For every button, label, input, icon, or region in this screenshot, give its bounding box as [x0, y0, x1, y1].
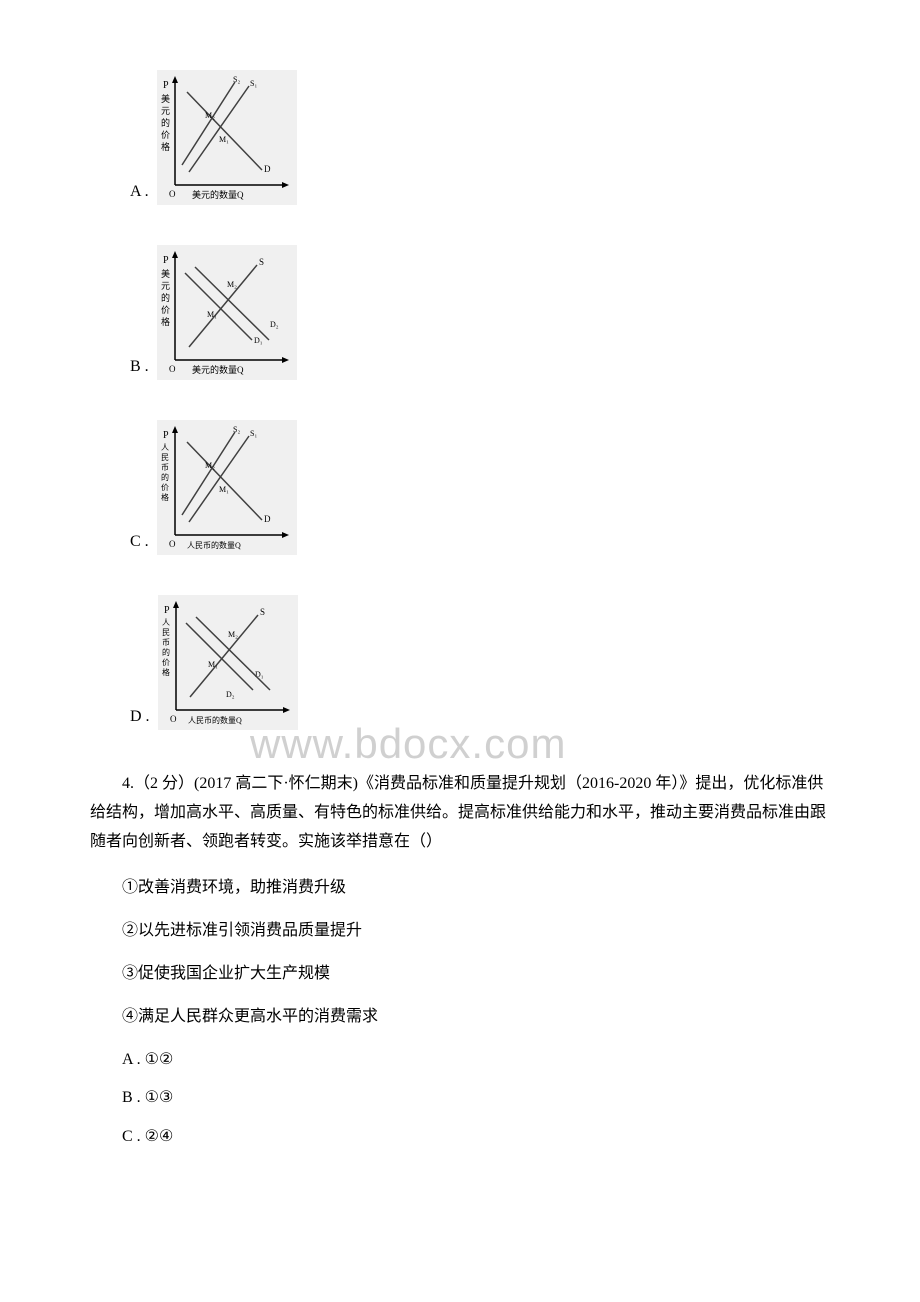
svg-text:S: S	[260, 607, 265, 617]
svg-text:O: O	[169, 364, 176, 374]
svg-text:P: P	[163, 430, 169, 441]
svg-text:美元的数量Q: 美元的数量Q	[192, 364, 244, 375]
svg-text:S₂: S₂	[233, 75, 240, 84]
choice-1: ①改善消费环境，助推消费升级	[90, 874, 830, 903]
svg-text:格: 格	[161, 141, 170, 152]
svg-text:P: P	[163, 255, 169, 266]
option-b-label: B .	[130, 358, 149, 380]
svg-text:格: 格	[161, 316, 170, 327]
option-a-label: A .	[130, 183, 149, 205]
svg-text:D₂: D₂	[226, 690, 235, 699]
svg-text:元: 元	[161, 281, 170, 291]
svg-text:M₁: M₁	[208, 660, 218, 669]
svg-text:的: 的	[161, 292, 170, 303]
svg-text:价: 价	[161, 305, 170, 315]
svg-text:M₁: M₁	[207, 310, 217, 319]
chart-options-container: A . P 美 元 的 价 格 O 美元的数量Q D S₁	[90, 70, 830, 730]
svg-text:S₂: S₂	[233, 425, 240, 434]
option-c-chart: P 人 民 币 的 价 格 O 人民币的数量Q D S₁ S₂ M₂	[157, 420, 297, 555]
option-a-row: A . P 美 元 的 价 格 O 美元的数量Q D S₁	[130, 70, 830, 205]
answer-b: B . ①③	[90, 1084, 830, 1113]
svg-text:M₂: M₂	[228, 630, 238, 639]
svg-text:的: 的	[162, 647, 170, 657]
svg-text:美: 美	[161, 93, 170, 104]
svg-text:D₁: D₁	[254, 336, 263, 345]
svg-text:O: O	[169, 189, 176, 199]
svg-text:O: O	[170, 714, 177, 724]
svg-text:M₂: M₂	[205, 461, 215, 470]
svg-text:的: 的	[161, 472, 169, 482]
svg-text:价: 价	[161, 130, 170, 140]
svg-text:人: 人	[161, 443, 169, 452]
watermark-text: www.bdocx.com	[250, 720, 566, 768]
svg-text:M₁: M₁	[219, 485, 229, 494]
svg-text:价: 价	[162, 658, 170, 667]
svg-text:M₁: M₁	[219, 135, 229, 144]
svg-text:M₂: M₂	[205, 111, 215, 120]
svg-text:M₂: M₂	[227, 280, 237, 289]
svg-text:D₁: D₁	[255, 670, 264, 679]
svg-text:民: 民	[162, 628, 170, 637]
answer-c: C . ②④	[90, 1123, 830, 1152]
svg-text:币: 币	[162, 638, 170, 647]
svg-text:格: 格	[162, 667, 170, 677]
choice-4: ④满足人民群众更高水平的消费需求	[90, 1003, 830, 1032]
svg-text:价: 价	[161, 483, 169, 492]
svg-text:S₁: S₁	[250, 429, 257, 438]
question-4-text: 4.（2 分）(2017 高二下·怀仁期末)《消费品标准和质量提升规划（2016…	[90, 770, 830, 856]
answer-a: A . ①②	[90, 1046, 830, 1075]
svg-text:P: P	[163, 80, 169, 91]
svg-text:P: P	[164, 605, 170, 616]
svg-text:的: 的	[161, 117, 170, 128]
option-b-row: B . P 美 元 的 价 格 O 美元的数量Q S D₁	[130, 245, 830, 380]
svg-text:币: 币	[161, 463, 169, 472]
svg-text:美: 美	[161, 268, 170, 279]
option-c-row: C . P 人 民 币 的 价 格 O 人民币的数量Q D	[130, 420, 830, 555]
option-d-chart: P 人 民 币 的 价 格 O 人民币的数量Q S D₁ D₂ M₂	[158, 595, 298, 730]
svg-text:人民币的数量Q: 人民币的数量Q	[187, 540, 241, 550]
svg-text:人: 人	[162, 618, 170, 627]
option-d-row: D . P 人 民 币 的 价 格 O 人民币的数量Q S	[130, 595, 830, 730]
svg-text:D: D	[264, 514, 271, 524]
svg-text:元: 元	[161, 106, 170, 116]
svg-text:S: S	[259, 257, 264, 267]
svg-text:O: O	[169, 539, 176, 549]
choice-3: ③促使我国企业扩大生产规模	[90, 960, 830, 989]
option-b-chart: P 美 元 的 价 格 O 美元的数量Q S D₁ D₂ M₂ M₁	[157, 245, 297, 380]
option-c-label: C .	[130, 533, 149, 555]
svg-text:D₂: D₂	[270, 320, 279, 329]
option-d-label: D .	[130, 708, 150, 730]
choice-2: ②以先进标准引领消费品质量提升	[90, 917, 830, 946]
option-a-chart: P 美 元 的 价 格 O 美元的数量Q D S₁ S₂ M₂ M₁	[157, 70, 297, 205]
svg-text:D: D	[264, 164, 271, 174]
question-4-block: 4.（2 分）(2017 高二下·怀仁期末)《消费品标准和质量提升规划（2016…	[90, 770, 830, 1152]
svg-text:格: 格	[161, 492, 169, 502]
svg-text:民: 民	[161, 453, 169, 462]
svg-text:美元的数量Q: 美元的数量Q	[192, 189, 244, 200]
svg-text:S₁: S₁	[250, 79, 257, 88]
svg-text:人民币的数量Q: 人民币的数量Q	[188, 715, 242, 725]
